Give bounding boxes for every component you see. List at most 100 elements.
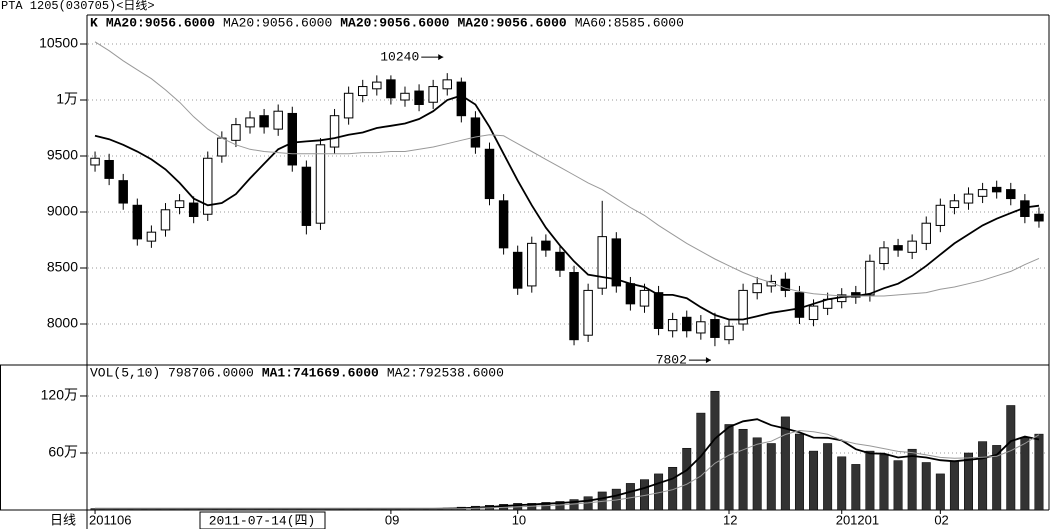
volume-bar xyxy=(865,450,875,511)
candle-body xyxy=(893,245,903,251)
candle-body xyxy=(442,79,452,90)
candle-body xyxy=(597,236,607,289)
volume-bar xyxy=(907,448,917,511)
candle-body xyxy=(696,321,706,334)
volume-bar xyxy=(780,416,790,511)
legend-entry: MA20:9056.6000 xyxy=(457,15,566,30)
annotation: 10240 xyxy=(380,50,419,65)
legend-entry: MA2:792538.6000 xyxy=(387,365,504,380)
legend-entry: MA20:9056.6000 xyxy=(106,15,215,30)
y-tick-label: 8000 xyxy=(47,315,78,331)
volume-bar xyxy=(668,466,678,511)
candle-body xyxy=(90,157,100,166)
candle-body xyxy=(470,117,481,148)
volume-bar xyxy=(1006,405,1016,511)
x-tick-label: 02 xyxy=(934,512,948,527)
legend-entry: MA20:9056.6000 xyxy=(340,15,449,30)
volume-bar xyxy=(851,464,861,511)
annotation-arrowhead xyxy=(438,54,444,61)
candle-body xyxy=(1034,213,1044,222)
candle-body xyxy=(104,159,114,179)
candle-body xyxy=(949,200,960,209)
y-tick-label: 8500 xyxy=(47,259,78,275)
candle-body xyxy=(357,86,368,97)
candle-body xyxy=(879,247,889,265)
volume-bar xyxy=(682,447,692,511)
candle-body xyxy=(343,92,354,119)
candle-body xyxy=(118,180,128,204)
candle-body xyxy=(231,124,241,141)
volume-bar xyxy=(837,456,847,511)
candle-body xyxy=(414,90,424,105)
moving-average-line xyxy=(94,94,1040,321)
candle-body xyxy=(794,292,805,318)
volume-bar xyxy=(738,428,748,511)
candle-body xyxy=(724,325,734,341)
candle-body xyxy=(625,283,636,305)
candle-body xyxy=(752,283,762,294)
candle-body xyxy=(611,238,622,287)
moving-average-line xyxy=(94,41,1040,297)
candle-body xyxy=(400,92,410,101)
moving-average-line xyxy=(95,429,1040,510)
volume-bar xyxy=(893,460,903,511)
volume-bar xyxy=(935,473,945,511)
volume-bar xyxy=(879,454,889,511)
candle-body xyxy=(203,157,213,215)
y-tick-label: 9500 xyxy=(47,147,78,163)
legend-entry: MA20:9056.6000 xyxy=(223,15,332,30)
candle-body xyxy=(569,271,579,341)
volume-bar xyxy=(949,460,959,511)
candle-body xyxy=(921,222,931,244)
candle-body xyxy=(484,148,495,200)
candle-body xyxy=(667,319,678,332)
candle-body xyxy=(188,202,199,217)
candle-body xyxy=(217,137,227,157)
candle-body xyxy=(780,278,791,291)
candle-body xyxy=(1006,189,1016,200)
candle-body xyxy=(555,251,565,271)
chart-title: PTA 1205(030705)<日线> xyxy=(1,0,155,13)
volume-bar xyxy=(752,437,762,511)
y-tick-label: 120万 xyxy=(41,387,78,403)
candle-body xyxy=(963,193,974,204)
candle-body xyxy=(639,289,650,307)
legend-entry: MA1:741669.6000 xyxy=(262,365,379,380)
x-tick-label: 201106 xyxy=(89,512,131,527)
candle-body xyxy=(160,209,171,231)
candle-body xyxy=(174,200,185,209)
candle-body xyxy=(865,260,875,296)
x-tick-label: 09 xyxy=(385,512,399,527)
volume-bar xyxy=(921,462,931,511)
y-tick-label: 1万 xyxy=(56,91,78,107)
candle-body xyxy=(456,81,467,117)
cursor-date: 2011-07-14(四) xyxy=(209,513,316,528)
candle-body xyxy=(935,204,946,226)
x-tick-label: 10 xyxy=(512,512,526,527)
candle-body xyxy=(428,86,438,103)
x-tick-label: 201201 xyxy=(836,512,879,527)
candle-body xyxy=(498,200,509,249)
candle-body xyxy=(512,251,523,289)
volume-bar xyxy=(823,443,833,511)
candle-body xyxy=(977,189,988,197)
x-axis-name: 日线 xyxy=(50,513,76,528)
annotation-arrowhead xyxy=(705,357,711,364)
candle-body xyxy=(682,316,692,332)
candle-body xyxy=(273,110,283,130)
candle-body xyxy=(329,115,340,148)
y-tick-label: 9000 xyxy=(47,203,78,219)
annotation: 7802 xyxy=(656,353,687,368)
cursor-date-box xyxy=(199,511,326,529)
volume-bar xyxy=(724,424,734,511)
candle-body xyxy=(541,240,551,251)
candle-body xyxy=(583,289,593,336)
legend-entry: K xyxy=(90,15,98,30)
legend-entry: VOL(5,10) 798706.0000 xyxy=(90,365,254,380)
volume-bar xyxy=(992,445,1002,511)
volume-bar xyxy=(809,450,819,511)
candle-body xyxy=(653,292,664,329)
candle-body xyxy=(991,186,1002,193)
candle-body xyxy=(808,305,819,321)
